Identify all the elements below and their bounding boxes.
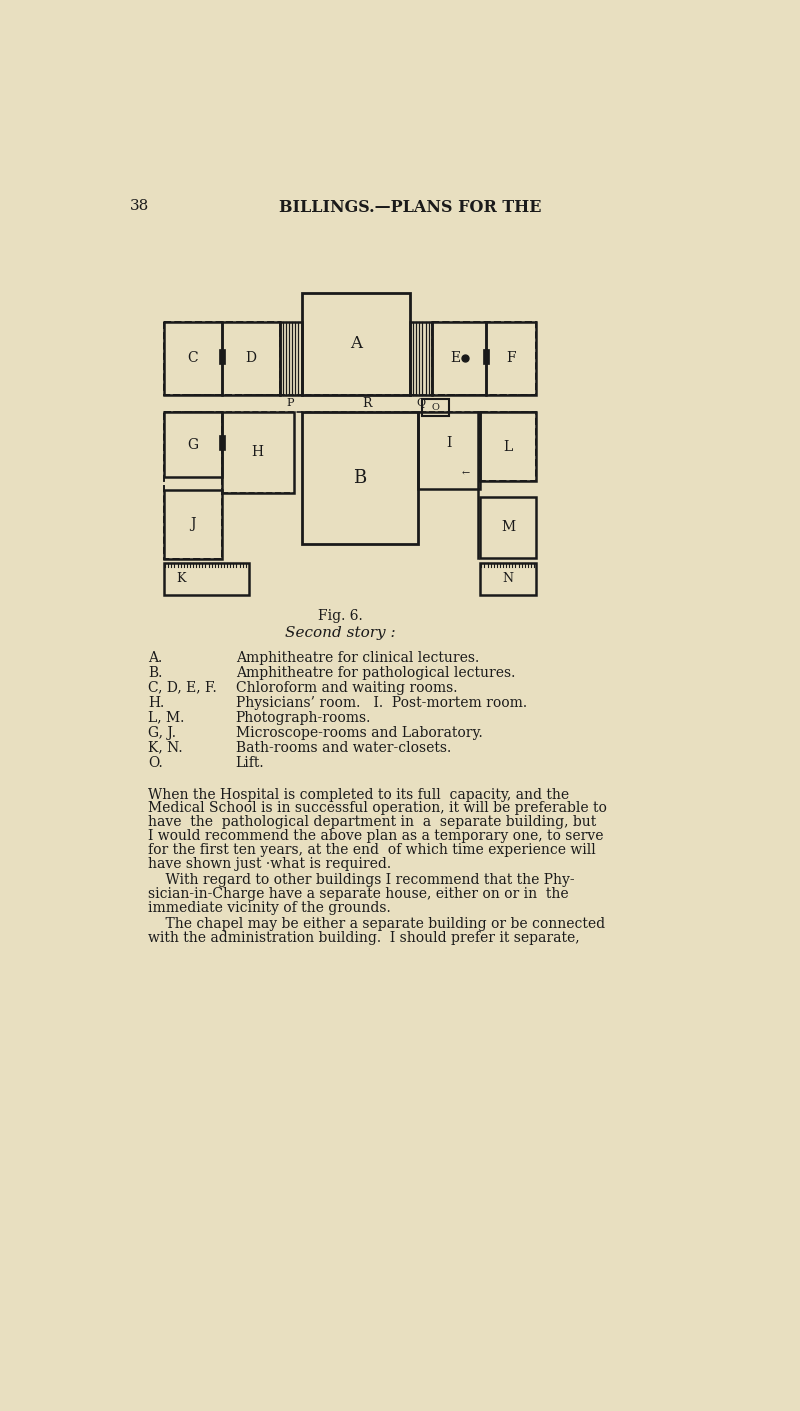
Text: When the Hospital is completed to its full  capacity, and the: When the Hospital is completed to its fu…: [148, 787, 569, 801]
Text: F: F: [506, 351, 516, 365]
Text: N: N: [502, 573, 514, 586]
Text: with the administration building.  I should prefer it separate,: with the administration building. I shou…: [148, 931, 580, 945]
Text: Microscope-rooms and Laboratory.: Microscope-rooms and Laboratory.: [236, 725, 482, 739]
Bar: [432, 322, 486, 395]
Bar: [480, 563, 536, 595]
Text: Chloroform and waiting rooms.: Chloroform and waiting rooms.: [236, 680, 457, 694]
Text: E: E: [450, 351, 460, 365]
Text: Amphitheatre for clinical lectures.: Amphitheatre for clinical lectures.: [236, 650, 479, 665]
Bar: [163, 563, 249, 595]
Text: D: D: [246, 351, 256, 365]
Text: A: A: [350, 336, 362, 353]
Text: L: L: [503, 439, 513, 453]
Bar: [163, 322, 222, 395]
Text: P: P: [287, 398, 294, 408]
Text: I would recommend the above plan as a temporary one, to serve: I would recommend the above plan as a te…: [148, 830, 603, 844]
Bar: [410, 322, 432, 395]
Text: I: I: [446, 436, 451, 450]
Bar: [480, 497, 536, 559]
Text: Lift.: Lift.: [236, 756, 264, 769]
Bar: [480, 412, 536, 481]
Text: Q: Q: [416, 398, 426, 408]
Bar: [480, 412, 536, 481]
Text: Bath-rooms and water-closets.: Bath-rooms and water-closets.: [236, 741, 451, 755]
Text: C, D, E, F.: C, D, E, F.: [148, 680, 217, 694]
Bar: [483, 349, 489, 364]
Text: H: H: [252, 446, 264, 460]
Text: O: O: [431, 402, 439, 412]
Bar: [163, 412, 222, 477]
Text: Medical School is in successful operation, it will be preferable to: Medical School is in successful operatio…: [148, 801, 607, 816]
Text: 38: 38: [130, 199, 149, 213]
Bar: [302, 412, 418, 543]
Bar: [418, 412, 480, 488]
Text: Amphitheatre for pathological lectures.: Amphitheatre for pathological lectures.: [236, 666, 515, 680]
Bar: [218, 349, 225, 364]
Bar: [222, 322, 280, 395]
Bar: [163, 412, 222, 559]
Text: Fig. 6.: Fig. 6.: [318, 610, 362, 624]
Text: B: B: [353, 468, 366, 487]
Text: sician-in-Charge have a separate house, either on or in  the: sician-in-Charge have a separate house, …: [148, 888, 569, 902]
Text: ←: ←: [462, 468, 470, 478]
Text: O.: O.: [148, 756, 163, 769]
Text: Photograph-rooms.: Photograph-rooms.: [236, 711, 371, 725]
Text: G: G: [187, 437, 198, 452]
Bar: [486, 322, 536, 395]
Text: The chapel may be either a separate building or be connected: The chapel may be either a separate buil…: [148, 917, 605, 931]
Text: immediate vicinity of the grounds.: immediate vicinity of the grounds.: [148, 900, 391, 914]
Text: K, N.: K, N.: [148, 741, 182, 755]
Text: BILLINGS.—PLANS FOR THE: BILLINGS.—PLANS FOR THE: [278, 199, 542, 216]
Bar: [163, 490, 222, 559]
Text: H.: H.: [148, 696, 164, 710]
Bar: [280, 322, 302, 395]
Text: G, J.: G, J.: [148, 725, 176, 739]
Text: have  the  pathological department in  a  separate building, but: have the pathological department in a se…: [148, 816, 596, 830]
Text: Physicians’ room.   I.  Post-mortem room.: Physicians’ room. I. Post-mortem room.: [236, 696, 526, 710]
Text: M: M: [501, 521, 515, 535]
Text: C: C: [187, 351, 198, 365]
Bar: [422, 399, 449, 416]
Bar: [432, 322, 536, 395]
Text: B.: B.: [148, 666, 162, 680]
Text: K: K: [176, 573, 186, 586]
Bar: [218, 435, 225, 450]
Text: have shown just ·what is required.: have shown just ·what is required.: [148, 856, 391, 871]
Text: A.: A.: [148, 650, 162, 665]
Text: for the first ten years, at the end  of which time experience will: for the first ten years, at the end of w…: [148, 842, 596, 856]
Bar: [222, 412, 294, 492]
Text: Second story :: Second story :: [285, 626, 395, 641]
Text: L, M.: L, M.: [148, 711, 185, 725]
Bar: [163, 322, 280, 395]
Text: J: J: [190, 518, 195, 532]
Bar: [302, 292, 410, 395]
Text: R: R: [362, 396, 372, 411]
Text: With regard to other buildings I recommend that the Phy-: With regard to other buildings I recomme…: [148, 873, 574, 888]
